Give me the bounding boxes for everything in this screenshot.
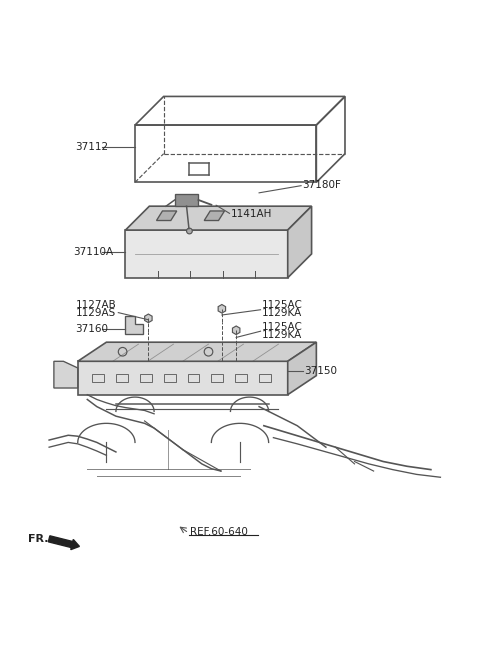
Polygon shape <box>288 206 312 278</box>
Bar <box>211 374 223 382</box>
Polygon shape <box>204 211 225 221</box>
Polygon shape <box>125 230 288 278</box>
Bar <box>164 374 176 382</box>
Bar <box>235 374 247 382</box>
Text: FR.: FR. <box>28 534 48 544</box>
Text: 1125AC: 1125AC <box>262 300 302 310</box>
Text: 1141AH: 1141AH <box>230 210 272 219</box>
Text: 1129KA: 1129KA <box>262 329 302 340</box>
Text: 37180F: 37180F <box>302 180 341 189</box>
Text: 1129KA: 1129KA <box>262 308 302 318</box>
Bar <box>116 374 128 382</box>
Text: 37150: 37150 <box>304 366 337 376</box>
Polygon shape <box>144 314 152 323</box>
Polygon shape <box>124 316 143 334</box>
Polygon shape <box>218 305 226 313</box>
Circle shape <box>187 228 192 234</box>
Text: 1129AS: 1129AS <box>75 308 116 318</box>
Bar <box>92 374 104 382</box>
Polygon shape <box>54 361 78 388</box>
Polygon shape <box>232 326 240 335</box>
Text: 1125AC: 1125AC <box>262 322 302 332</box>
Polygon shape <box>125 206 312 230</box>
Polygon shape <box>78 361 288 395</box>
Text: 37112: 37112 <box>75 141 108 152</box>
Polygon shape <box>175 194 199 206</box>
Bar <box>140 374 152 382</box>
Text: REF.60-640: REF.60-640 <box>190 527 248 537</box>
Polygon shape <box>288 342 316 395</box>
FancyArrow shape <box>48 536 79 549</box>
Polygon shape <box>156 211 177 221</box>
Text: 37160: 37160 <box>75 324 108 334</box>
Bar <box>188 374 199 382</box>
Text: 1127AB: 1127AB <box>75 300 116 310</box>
Text: 37110A: 37110A <box>73 247 113 256</box>
Polygon shape <box>78 342 316 361</box>
Bar <box>259 374 271 382</box>
